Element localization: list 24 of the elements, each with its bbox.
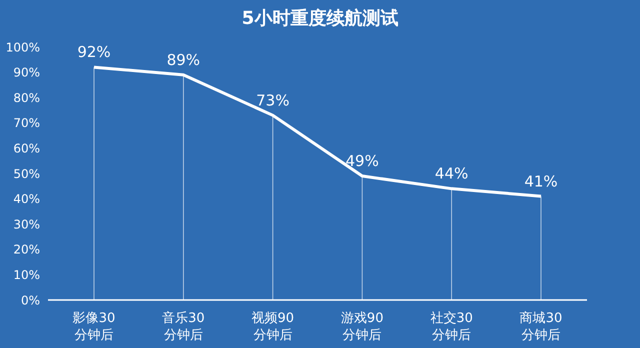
y-tick-label: 90%: [13, 66, 40, 80]
y-tick-label: 80%: [13, 90, 40, 105]
chart-title: 5小时重度续航测试: [240, 7, 400, 30]
x-tick-label: 音乐30分钟后: [162, 311, 205, 343]
y-tick-label: 30%: [13, 217, 40, 232]
y-tick-label: 100%: [6, 40, 40, 54]
y-tick-label: 10%: [13, 268, 40, 282]
y-tick-label: 40%: [13, 192, 40, 206]
y-tick-label: 20%: [13, 242, 40, 257]
y-tick-label: 60%: [13, 141, 40, 156]
x-tick-label: 视频90分钟后: [252, 311, 294, 343]
data-label: 92%: [77, 43, 111, 62]
x-tick-label: 商城30分钟后: [520, 311, 562, 343]
y-tick-label: 50%: [13, 166, 40, 181]
x-tick-label: 影像30分钟后: [72, 311, 116, 343]
x-tick-label: 社交30分钟后: [430, 310, 473, 343]
y-tick-label: 0%: [20, 293, 40, 308]
data-label: 41%: [524, 172, 558, 190]
data-label: 89%: [166, 50, 200, 69]
data-label: 44%: [434, 164, 468, 183]
x-tick-label: 游戏90分钟后: [340, 311, 384, 343]
data-label: 73%: [256, 91, 290, 110]
y-tick-label: 70%: [13, 116, 40, 130]
data-label: 49%: [346, 152, 379, 170]
